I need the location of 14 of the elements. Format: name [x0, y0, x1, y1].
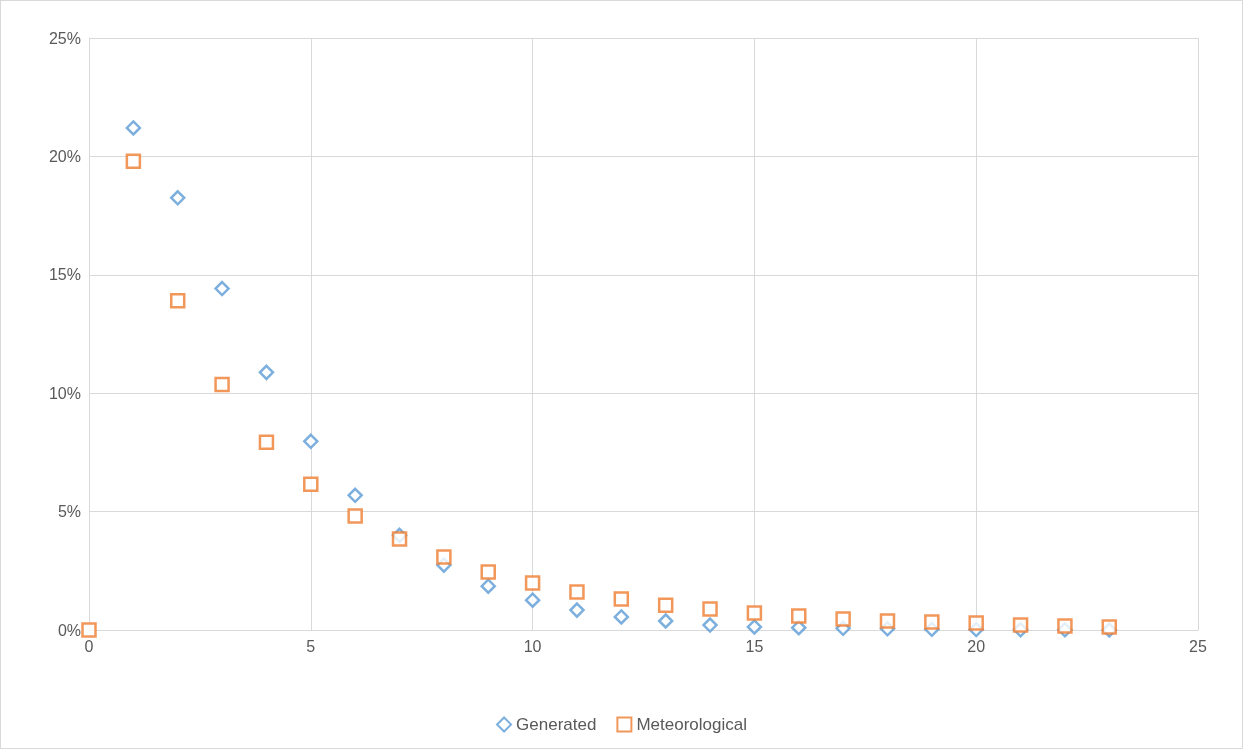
x-tick-label: 10 [523, 637, 542, 655]
y-tick-label: 15% [48, 266, 81, 284]
legend-label: Generated [516, 715, 597, 734]
legend-label: Meteorological [636, 715, 747, 734]
x-tick-label: 0 [84, 637, 94, 655]
y-tick-label: 25% [48, 29, 81, 47]
x-tick-label: 15 [745, 637, 764, 655]
x-tick-label: 25 [1189, 637, 1207, 655]
x-tick-label: 5 [306, 637, 316, 655]
y-tick-label: 20% [48, 147, 81, 165]
y-tick-label: 10% [48, 384, 81, 402]
x-tick-label: 20 [967, 637, 986, 655]
y-tick-label: 0% [57, 621, 81, 639]
y-tick-label: 5% [57, 503, 81, 521]
